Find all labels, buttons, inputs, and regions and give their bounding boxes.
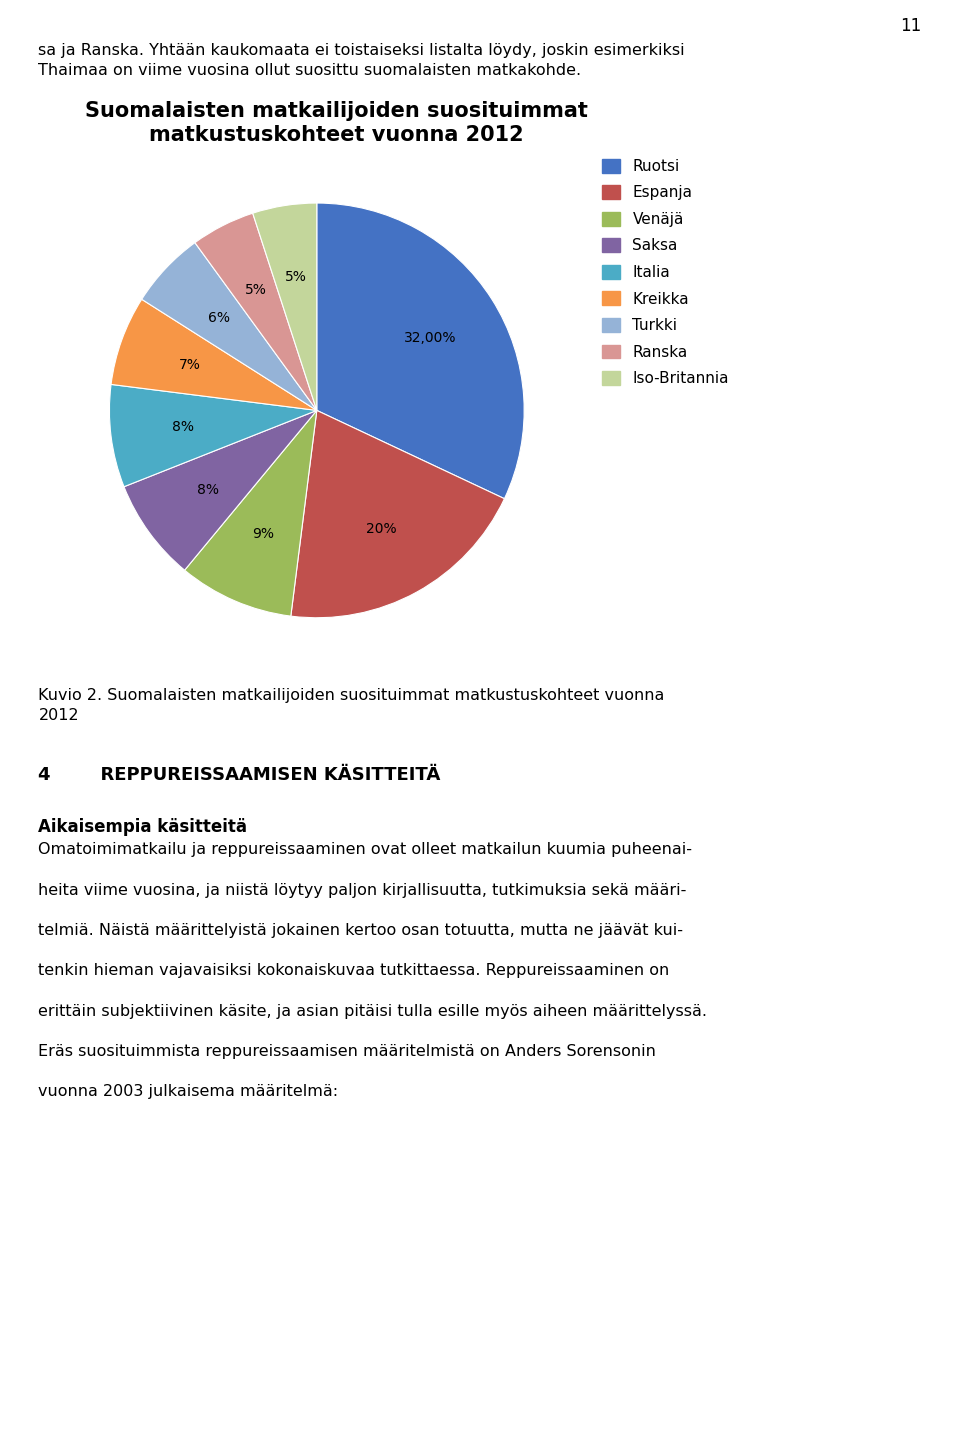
Text: Eräs suosituimmista reppureissaamisen määritelmistä on Anders Sorensonin: Eräs suosituimmista reppureissaamisen mä… bbox=[38, 1044, 657, 1058]
Text: 5%: 5% bbox=[285, 271, 306, 284]
Text: vuonna 2003 julkaisema määritelmä:: vuonna 2003 julkaisema määritelmä: bbox=[38, 1084, 339, 1099]
Text: Thaimaa on viime vuosina ollut suosittu suomalaisten matkakohde.: Thaimaa on viime vuosina ollut suosittu … bbox=[38, 63, 582, 78]
Wedge shape bbox=[124, 410, 317, 570]
Text: matkustuskohteet vuonna 2012: matkustuskohteet vuonna 2012 bbox=[149, 125, 523, 145]
Wedge shape bbox=[252, 203, 317, 410]
Wedge shape bbox=[291, 410, 504, 618]
Text: 8%: 8% bbox=[172, 420, 194, 435]
Text: sa ja Ranska. Yhtään kaukomaata ei toistaiseksi listalta löydy, joskin esimerkik: sa ja Ranska. Yhtään kaukomaata ei toist… bbox=[38, 43, 685, 58]
Text: 8%: 8% bbox=[197, 482, 219, 497]
Wedge shape bbox=[109, 384, 317, 487]
Text: Suomalaisten matkailijoiden suosituimmat: Suomalaisten matkailijoiden suosituimmat bbox=[84, 101, 588, 121]
Text: Omatoimimatkailu ja reppureissaaminen ovat olleet matkailun kuumia puheenai-: Omatoimimatkailu ja reppureissaaminen ov… bbox=[38, 842, 692, 857]
Text: 20%: 20% bbox=[367, 521, 397, 536]
Text: tenkin hieman vajavaisiksi kokonaiskuvaa tutkittaessa. Reppureissaaminen on: tenkin hieman vajavaisiksi kokonaiskuvaa… bbox=[38, 963, 670, 978]
Wedge shape bbox=[111, 300, 317, 410]
Text: 2012: 2012 bbox=[38, 708, 79, 723]
Wedge shape bbox=[142, 243, 317, 410]
Text: 6%: 6% bbox=[207, 311, 229, 325]
Text: heita viime vuosina, ja niistä löytyy paljon kirjallisuutta, tutkimuksia sekä mä: heita viime vuosina, ja niistä löytyy pa… bbox=[38, 883, 686, 897]
Text: 11: 11 bbox=[900, 17, 922, 35]
Wedge shape bbox=[317, 203, 524, 498]
Legend: Ruotsi, Espanja, Venäjä, Saksa, Italia, Kreikka, Turkki, Ranska, Iso-Britannia: Ruotsi, Espanja, Venäjä, Saksa, Italia, … bbox=[602, 158, 729, 386]
Text: 9%: 9% bbox=[252, 527, 275, 541]
Text: Kuvio 2. Suomalaisten matkailijoiden suosituimmat matkustuskohteet vuonna: Kuvio 2. Suomalaisten matkailijoiden suo… bbox=[38, 688, 664, 703]
Text: 4        REPPUREISSAAMISEN KÄSITTEITÄ: 4 REPPUREISSAAMISEN KÄSITTEITÄ bbox=[38, 766, 441, 783]
Wedge shape bbox=[184, 410, 317, 616]
Text: Aikaisempia käsitteitä: Aikaisempia käsitteitä bbox=[38, 818, 248, 835]
Text: 32,00%: 32,00% bbox=[404, 331, 457, 346]
Text: telmiä. Näistä määrittelyistä jokainen kertoo osan totuutta, mutta ne jäävät kui: telmiä. Näistä määrittelyistä jokainen k… bbox=[38, 923, 684, 937]
Text: erittäin subjektiivinen käsite, ja asian pitäisi tulla esille myös aiheen määrit: erittäin subjektiivinen käsite, ja asian… bbox=[38, 1004, 708, 1018]
Text: 7%: 7% bbox=[180, 357, 201, 372]
Wedge shape bbox=[195, 213, 317, 410]
Text: 5%: 5% bbox=[245, 284, 267, 297]
